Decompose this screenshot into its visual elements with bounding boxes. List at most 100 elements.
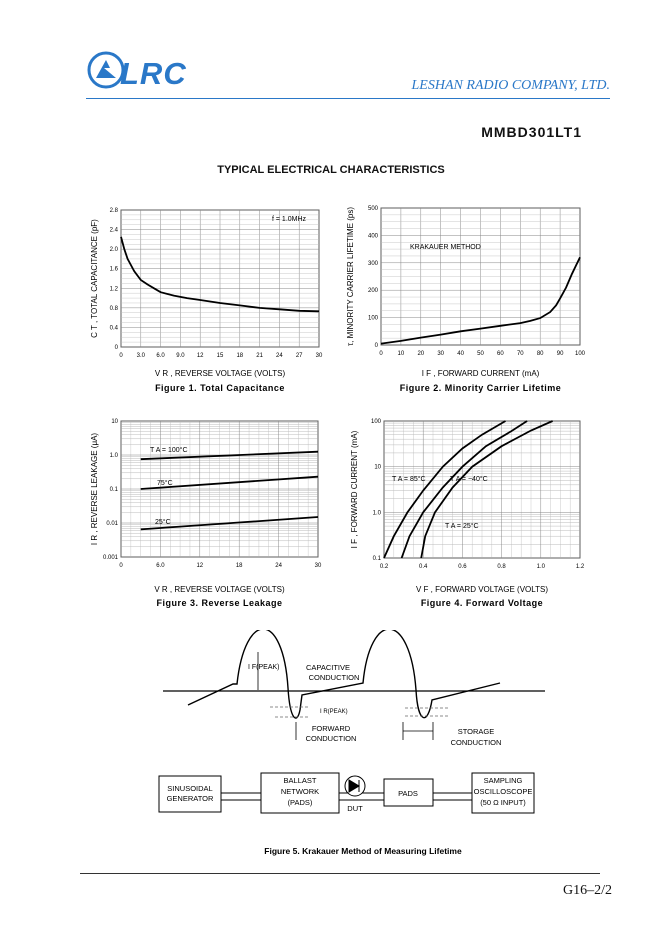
fig2-ytick-label: 0 (375, 343, 379, 349)
fig4-series-line (420, 420, 553, 559)
fig4-series-label: T A = 25°C (445, 522, 479, 530)
diode-symbol-icon (348, 779, 360, 793)
label-ir-peak: I R(PEAK) (320, 709, 348, 715)
threshold-dashes (270, 706, 450, 718)
label-capacitive: CAPACITIVE (306, 663, 350, 672)
figure-5: I F(PEAK) CAPACITIVE CONDUCTION I R(PEAK… (158, 630, 545, 856)
fig1-x-axis-label: V R , REVERSE VOLTAGE (VOLTS) (155, 369, 286, 378)
fig1-xtick-label: 15 (217, 353, 224, 359)
fig2-xtick-label: 70 (517, 351, 524, 357)
fig1-xtick-label: 6.0 (156, 353, 165, 359)
fig4-xtick-label: 0.8 (497, 564, 506, 570)
fig1-xtick-label: 3.0 (137, 353, 146, 359)
fig2-ytick-label: 100 (368, 316, 379, 322)
box2-line3: (PADS) (288, 798, 313, 807)
label-storage: STORAGE (458, 727, 495, 736)
fig2-xtick-label: 50 (477, 351, 484, 357)
fig2-xtick-label: 90 (557, 351, 564, 357)
fig1-xtick-label: 0 (119, 353, 123, 359)
header-rule (86, 98, 610, 99)
fig1-ytick-label: 2.0 (110, 247, 119, 253)
fig2-xtick-label: 20 (417, 351, 424, 357)
fig1-xtick-label: 27 (296, 353, 303, 359)
label-conduction-3: CONDUCTION (451, 738, 502, 747)
fig4-series-line (400, 420, 528, 559)
fig2-x-axis-label: I F , FORWARD CURRENT (mA) (422, 369, 540, 378)
label-conduction-1: CONDUCTION (309, 673, 360, 682)
box1-line1: SINUSOIDAL (167, 784, 212, 793)
fig3-series-label: 75°C (157, 479, 173, 487)
fig4-ytick-label: 1.0 (373, 510, 382, 516)
label-conduction-2: CONDUCTION (306, 734, 357, 743)
fig1-ytick-label: 0.4 (110, 325, 119, 331)
fig3-xtick-label: 18 (236, 563, 243, 569)
ballast-network-box (260, 772, 340, 814)
fig1-xtick-label: 18 (236, 353, 243, 359)
fig1-xtick-label: 21 (256, 353, 263, 359)
fig2-xtick-label: 30 (437, 351, 444, 357)
box1-line2: GENERATOR (167, 794, 214, 803)
charts-area: 0 3.0 6.0 9.0 12 15 18 21 24 27 30 0 0.4 0.8 1.2 1.6 2.0… (90, 206, 586, 608)
fig2-xtick-label: 10 (398, 351, 405, 357)
sinusoidal-generator-box (158, 775, 222, 813)
fig2-annotation: KRAKAUER METHOD (410, 244, 481, 251)
fig3-xtick-label: 24 (275, 563, 282, 569)
part-number: MMBD301LT1 (481, 124, 582, 140)
fig3-series-line (140, 475, 319, 490)
fig2-ytick-label: 500 (368, 206, 379, 212)
box2-line2: NETWORK (281, 787, 319, 796)
box2-line1: BALLAST (284, 776, 317, 785)
fig3-caption: Figure 3. Reverse Leakage (156, 598, 282, 608)
footer-rule (80, 873, 600, 874)
fig3-series-line (140, 516, 319, 531)
fig1-xtick-label: 30 (316, 353, 323, 359)
fig2-series-line (380, 256, 581, 345)
fig1-xtick-label: 12 (197, 353, 204, 359)
fig3-xtick-label: 0 (119, 563, 123, 569)
fig2-xtick-label: 0 (379, 351, 383, 357)
fig2-ytick-label: 400 (368, 233, 379, 239)
fig4-caption: Figure 4. Forward Voltage (421, 598, 543, 608)
fig1-annotation: f = 1.0MHz (272, 216, 307, 223)
oscilloscope-box (471, 772, 535, 814)
box3-label: PADS (398, 789, 418, 798)
fig4-ytick-label: 10 (374, 465, 381, 471)
box4-line1: SAMPLING (484, 776, 523, 785)
fig4-series-line (383, 420, 506, 559)
fig3-y-axis-label: I R , REVERSE LEAKAGE (μA) (90, 433, 99, 546)
fig2-ytick-label: 200 (368, 288, 379, 294)
company-name: LESHAN RADIO COMPANY, LTD. (411, 78, 610, 93)
logo-text: LRC (120, 56, 187, 91)
fig2-y-axis-label: τ, MINORITY CARRIER LIFETIME (ps) (346, 207, 355, 346)
lrc-logo-icon (87, 51, 125, 89)
fig4-xtick-label: 1.2 (576, 564, 585, 570)
fig1-ytick-label: 2.8 (110, 208, 119, 214)
fig1-ytick-label: 1.2 (110, 286, 119, 292)
fig2-xtick-label: 80 (537, 351, 544, 357)
fig2-caption: Figure 2. Minority Carrier Lifetime (400, 383, 562, 393)
fig3-ytick-label: 0.01 (106, 521, 118, 527)
fig3-series-label: T A = 100°C (150, 446, 188, 454)
fig1-xtick-label: 9.0 (176, 353, 185, 359)
fig1-caption: Figure 1. Total Capacitance (155, 383, 285, 393)
fig1-ytick-label: 1.6 (110, 267, 119, 273)
fig3-ytick-label: 0.001 (103, 555, 119, 561)
fig1-ytick-label: 0 (115, 345, 119, 351)
fig2-xtick-label: 100 (575, 351, 586, 357)
box4-line2: OSCILLOSCOPE (474, 787, 533, 796)
fig4-xtick-label: 0.6 (458, 564, 467, 570)
fig3-xtick-label: 30 (315, 563, 322, 569)
page-number: G16–2/2 (563, 883, 612, 898)
fig1-y-axis-label: C T , TOTAL CAPACITANCE (pF) (90, 219, 99, 338)
fig3-series-label: 25°C (155, 518, 171, 526)
fig4-xtick-label: 0.2 (380, 564, 389, 570)
fig4-xtick-label: 0.4 (419, 564, 428, 570)
fig4-ytick-label: 100 (371, 419, 382, 425)
fig1-ytick-label: 2.4 (110, 228, 119, 234)
figure-5-caption: Figure 5. Krakauer Method of Measuring L… (264, 846, 462, 856)
waveform-line (187, 630, 501, 719)
fig3-xtick-label: 6.0 (156, 563, 165, 569)
fig2-xtick-label: 60 (497, 351, 504, 357)
box4-line3: (50 Ω INPUT) (480, 798, 526, 807)
fig3-ytick-label: 10 (111, 419, 118, 425)
